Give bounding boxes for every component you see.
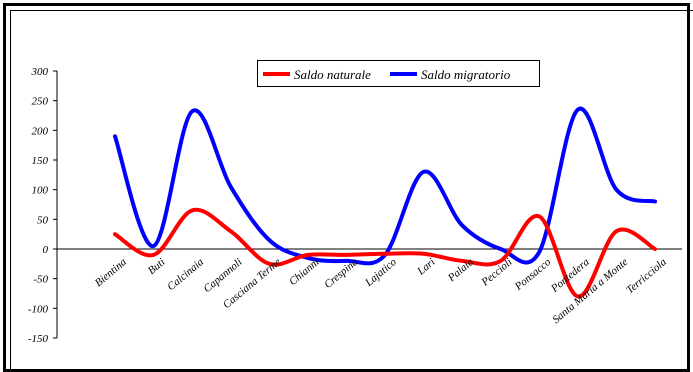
y-tick-label: -150 bbox=[28, 333, 49, 345]
outer-border bbox=[3, 3, 690, 372]
y-tick-label: 200 bbox=[32, 125, 49, 137]
series-line-saldo-naturale bbox=[113, 207, 657, 299]
y-tick-label: 250 bbox=[32, 96, 49, 108]
inner-border bbox=[10, 10, 693, 372]
y-tick-label: 100 bbox=[32, 185, 49, 197]
legend: Saldo naturale Saldo migratorio bbox=[257, 60, 540, 87]
y-tick-label: -50 bbox=[33, 274, 48, 286]
legend-label-saldo-naturale: Saldo naturale bbox=[294, 67, 371, 82]
y-tick-label: 0 bbox=[43, 244, 49, 256]
y-axis: -150 -100 -50 0 50 100 150 200 250 300 bbox=[28, 66, 58, 345]
y-tick-label: 150 bbox=[32, 155, 49, 167]
series-lines bbox=[113, 106, 657, 299]
legend-label-saldo-migratorio: Saldo migratorio bbox=[421, 67, 511, 82]
y-tick-label: -100 bbox=[28, 303, 49, 315]
y-tick-label: 50 bbox=[37, 214, 49, 226]
y-tick-label: 300 bbox=[31, 66, 49, 78]
